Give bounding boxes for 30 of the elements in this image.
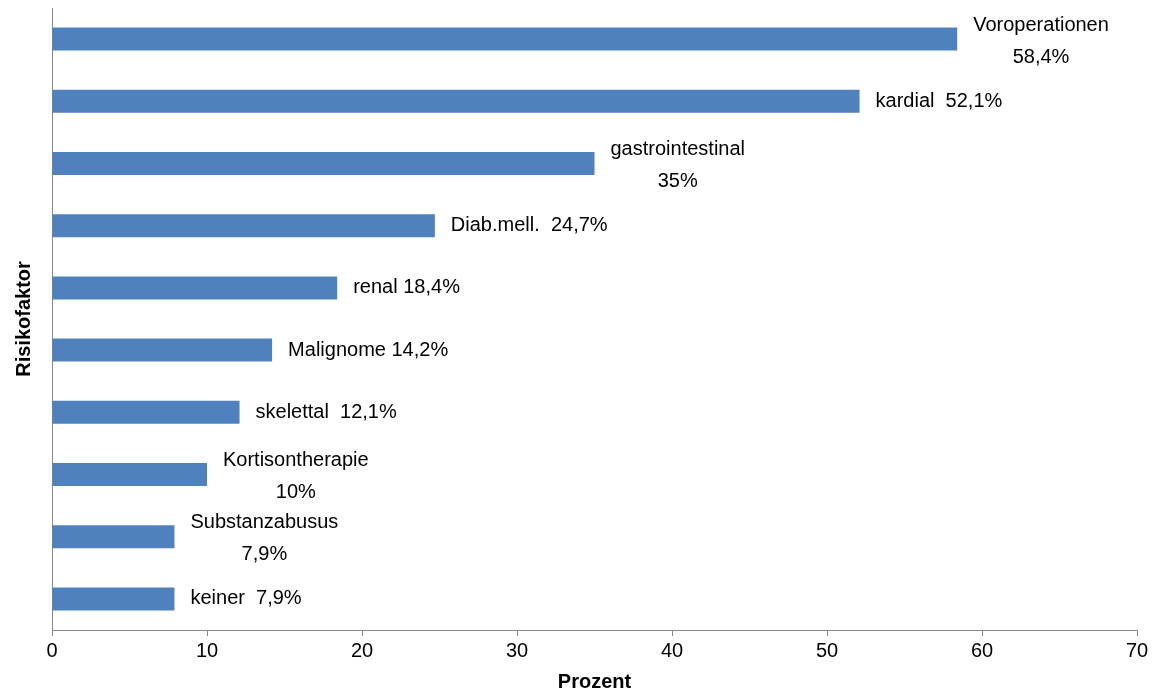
x-tick-label: 60 (970, 638, 994, 661)
data-label: keiner 7,9% (190, 586, 302, 609)
data-label: Diab.mell. 24,7% (450, 213, 608, 236)
bar (52, 587, 175, 611)
x-tick-label: 40 (660, 638, 684, 661)
x-tick-label: 70 (1125, 638, 1149, 661)
bar (52, 214, 435, 238)
bar (52, 400, 240, 424)
bar (52, 462, 207, 487)
data-label: Kortisontherapie 10% (222, 448, 369, 503)
data-label: gastrointestinal 35% (610, 137, 746, 192)
data-label: Malignome 14,2% (288, 337, 449, 360)
data-label: Voroperationen 58,4% (973, 12, 1109, 67)
data-label: Substanzabusus 7,9% (190, 510, 339, 565)
data-label: kardial 52,1% (875, 88, 1003, 111)
data-label: renal 18,4% (353, 275, 461, 298)
x-tick-label: 0 (46, 638, 58, 661)
x-axis-title: Prozent (557, 669, 632, 692)
x-tick-label: 30 (505, 638, 529, 661)
x-tick-label: 20 (350, 638, 374, 661)
bar (52, 338, 273, 362)
bar (52, 89, 860, 113)
bar (52, 276, 338, 300)
x-tick-label: 50 (815, 638, 839, 661)
data-label: skelettal 12,1% (255, 399, 397, 422)
x-tick-label: 10 (195, 638, 219, 661)
y-axis-title: Risikofaktor (11, 260, 34, 377)
bar (52, 27, 958, 51)
bar (52, 525, 175, 549)
bar (52, 151, 595, 176)
